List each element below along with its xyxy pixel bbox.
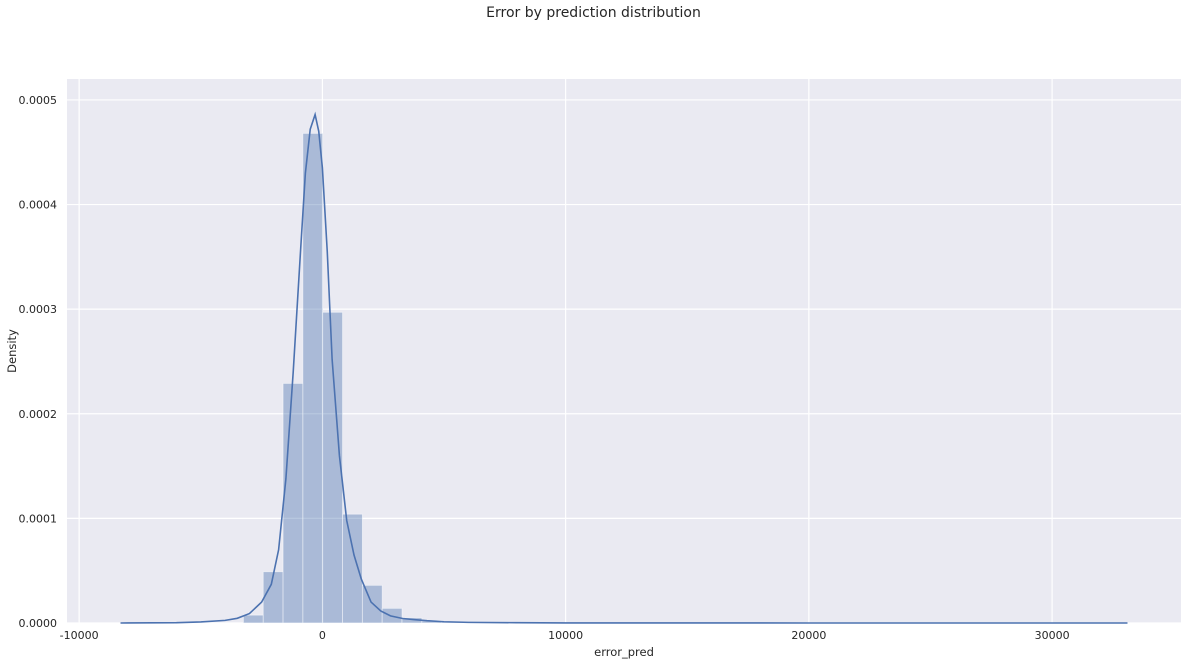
histogram-bar-4 (322, 311, 343, 624)
histogram-bar-0 (243, 614, 264, 624)
histogram-bar-3 (302, 132, 324, 624)
y-tick-label-4: 0.0004 (19, 199, 58, 212)
grid-lines (67, 79, 1181, 624)
x-tick-label-4: 30000 (1035, 629, 1070, 642)
histogram-bars (243, 132, 482, 624)
kde-line (120, 111, 1128, 624)
y-tick-label-1: 0.0001 (19, 512, 58, 525)
x-tick-label-1: 0 (319, 629, 326, 642)
histogram-bar-2 (282, 383, 304, 624)
y-axis-label: Density (5, 329, 19, 373)
histogram-bar-5 (342, 513, 363, 624)
y-tick-label-2: 0.0002 (19, 408, 58, 421)
x-tick-label-3: 20000 (791, 629, 826, 642)
y-tick-label-5: 0.0005 (19, 94, 58, 107)
y-axis-ticks: 0.0000 0.0001 0.0002 0.0003 0.0004 0.0005 (19, 94, 58, 630)
plot-area (67, 79, 1181, 623)
x-tick-label-2: 10000 (548, 629, 583, 642)
x-tick-label-0: -10000 (60, 629, 99, 642)
x-axis-ticks: -10000 0 10000 20000 30000 (60, 629, 1070, 642)
chart-title: Error by prediction distribution (486, 5, 701, 21)
x-axis-label: error_pred (594, 645, 654, 659)
y-tick-label-3: 0.0003 (19, 303, 58, 316)
y-tick-label-0: 0.0000 (19, 617, 58, 630)
